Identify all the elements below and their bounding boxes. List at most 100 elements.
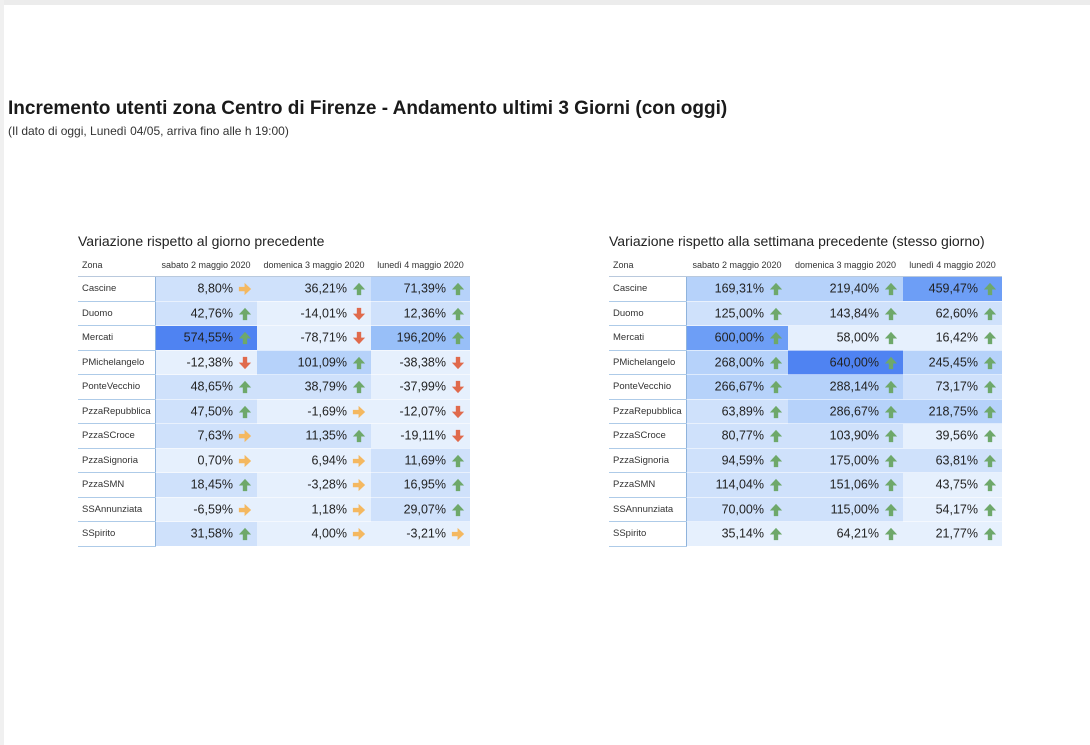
value-cell: 219,40% (788, 276, 903, 302)
percentage-value: 125,00% (714, 306, 764, 321)
daily-variation-table: Zona sabato 2 maggio 2020 domenica 3 mag… (78, 254, 470, 547)
percentage-value: -1,69% (307, 404, 347, 419)
arrow-up-icon (451, 307, 465, 320)
column-header-sun: domenica 3 maggio 2020 (257, 254, 371, 277)
arrow-up-icon (983, 503, 997, 516)
percentage-value: 115,00% (830, 502, 879, 517)
value-cell: 16,42% (903, 325, 1002, 351)
arrow-up-icon (769, 380, 783, 394)
arrow-up-icon (884, 307, 898, 320)
percentage-value: 4,00% (311, 527, 347, 542)
arrow-up-icon (884, 282, 898, 296)
percentage-value: 47,50% (190, 404, 233, 419)
value-cell: -38,38% (371, 350, 470, 375)
value-cell: -19,11% (371, 423, 470, 449)
percentage-value: 101,09% (297, 355, 347, 370)
weekly-variation-table: Zona sabato 2 maggio 2020 domenica 3 mag… (609, 254, 1002, 547)
value-cell: 169,31% (686, 276, 788, 302)
percentage-value: 35,14% (721, 527, 764, 542)
percentage-value: 38,79% (304, 380, 347, 395)
zona-cell: PzzaSignoria (78, 448, 156, 473)
arrow-up-icon (238, 380, 252, 394)
percentage-value: 268,00% (714, 355, 764, 370)
percentage-value: 6,94% (311, 453, 347, 468)
value-cell: 0,70% (155, 448, 257, 473)
zona-cell: Mercati (78, 325, 156, 351)
value-cell: 12,36% (371, 301, 470, 326)
arrow-right-icon (238, 282, 252, 296)
value-cell: 125,00% (686, 301, 788, 326)
arrow-up-icon (983, 356, 997, 369)
value-cell: -37,99% (371, 374, 470, 400)
zona-cell: PzzaRepubblica (609, 399, 687, 424)
column-header-mon: lunedì 4 maggio 2020 (371, 254, 470, 277)
arrow-up-icon (884, 405, 898, 418)
arrow-up-icon (983, 454, 997, 467)
value-cell: 62,60% (903, 301, 1002, 326)
value-cell: 459,47% (903, 276, 1002, 302)
value-cell: 4,00% (257, 521, 371, 547)
percentage-value: 11,69% (404, 453, 446, 468)
value-cell: 35,14% (686, 521, 788, 547)
table-header-row: Zona sabato 2 maggio 2020 domenica 3 mag… (78, 254, 470, 277)
percentage-value: 48,65% (190, 380, 233, 395)
arrow-up-icon (884, 527, 898, 541)
table-row: PzzaRepubblica 63,89% 286,67% 218,75% (609, 399, 1002, 424)
table-row: PzzaSCroce 7,63% 11,35% -19,11% (78, 423, 470, 449)
zona-cell: SSpirito (609, 521, 687, 547)
percentage-value: 80,77% (721, 429, 764, 444)
zona-cell: Mercati (609, 325, 687, 351)
percentage-value: 16,95% (403, 478, 446, 493)
value-cell: 54,17% (903, 497, 1002, 522)
arrow-up-icon (769, 503, 783, 516)
arrow-up-icon (352, 282, 366, 296)
value-cell: -1,69% (257, 399, 371, 424)
arrow-right-icon (352, 454, 366, 467)
arrow-up-icon (352, 429, 366, 443)
zona-cell: Cascine (609, 276, 687, 302)
percentage-value: 73,17% (935, 380, 978, 395)
table-row: Cascine 169,31% 219,40% 459,47% (609, 276, 1002, 302)
percentage-value: 58,00% (836, 331, 879, 346)
arrow-right-icon (451, 527, 465, 541)
table-row: Mercati 574,55% -78,71% 196,20% (78, 325, 470, 351)
value-cell: 11,69% (371, 448, 470, 473)
arrow-right-icon (352, 503, 366, 516)
percentage-value: 218,75% (928, 404, 978, 419)
zona-cell: PonteVecchio (609, 374, 687, 400)
arrow-up-icon (884, 356, 898, 369)
percentage-value: 29,07% (403, 502, 446, 517)
value-cell: 47,50% (155, 399, 257, 424)
percentage-value: 42,76% (190, 306, 233, 321)
arrow-up-icon (451, 478, 465, 492)
value-cell: 7,63% (155, 423, 257, 449)
table-row: Duomo 42,76% -14,01% 12,36% (78, 301, 470, 326)
percentage-value: -19,11% (400, 429, 446, 444)
percentage-value: 63,89% (721, 404, 764, 419)
arrow-up-icon (983, 307, 997, 320)
table-row: Cascine 8,80% 36,21% 71,39% (78, 276, 470, 302)
percentage-value: 175,00% (829, 453, 879, 468)
arrow-right-icon (238, 503, 252, 516)
daily-variation-title: Variazione rispetto al giorno precedente (78, 233, 325, 249)
value-cell: 8,80% (155, 276, 257, 302)
percentage-value: 11,35% (305, 429, 347, 444)
column-header-sun: domenica 3 maggio 2020 (788, 254, 903, 277)
value-cell: 11,35% (257, 423, 371, 449)
weekly-variation-title: Variazione rispetto alla settimana prece… (609, 233, 985, 249)
table-row: SSAnnunziata 70,00% 115,00% 54,17% (609, 497, 1002, 522)
arrow-up-icon (769, 307, 783, 320)
table-row: SSpirito 35,14% 64,21% 21,77% (609, 521, 1002, 547)
percentage-value: 0,70% (197, 453, 233, 468)
value-cell: 115,00% (788, 497, 903, 522)
percentage-value: 43,75% (935, 478, 978, 493)
arrow-up-icon (451, 454, 465, 467)
arrow-up-icon (769, 429, 783, 443)
zona-cell: PMichelangelo (78, 350, 156, 375)
value-cell: 64,21% (788, 521, 903, 547)
percentage-value: 1,18% (311, 502, 347, 517)
value-cell: 94,59% (686, 448, 788, 473)
arrow-down-icon (352, 331, 366, 345)
value-cell: 266,67% (686, 374, 788, 400)
value-cell: 196,20% (371, 325, 470, 351)
